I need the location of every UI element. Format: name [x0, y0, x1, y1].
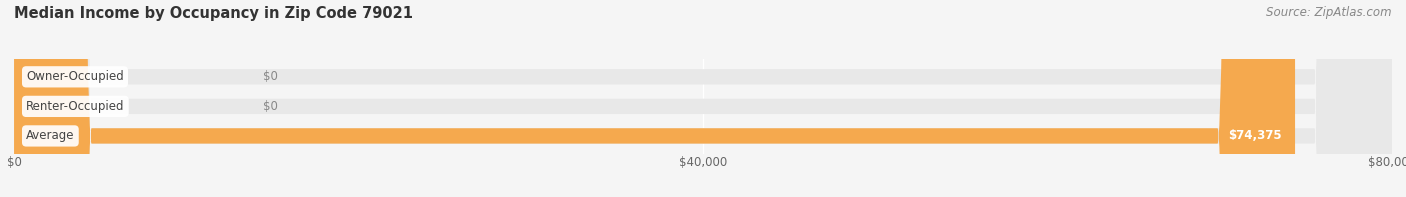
FancyBboxPatch shape: [14, 0, 1392, 197]
FancyBboxPatch shape: [14, 0, 1392, 197]
FancyBboxPatch shape: [14, 0, 1392, 197]
Text: Source: ZipAtlas.com: Source: ZipAtlas.com: [1267, 6, 1392, 19]
Text: $0: $0: [263, 100, 277, 113]
Text: Median Income by Occupancy in Zip Code 79021: Median Income by Occupancy in Zip Code 7…: [14, 6, 413, 21]
FancyBboxPatch shape: [14, 0, 1295, 197]
Text: $0: $0: [263, 70, 277, 83]
Text: Owner-Occupied: Owner-Occupied: [27, 70, 124, 83]
Text: Average: Average: [27, 129, 75, 142]
Text: Renter-Occupied: Renter-Occupied: [27, 100, 125, 113]
Text: $74,375: $74,375: [1227, 129, 1281, 142]
